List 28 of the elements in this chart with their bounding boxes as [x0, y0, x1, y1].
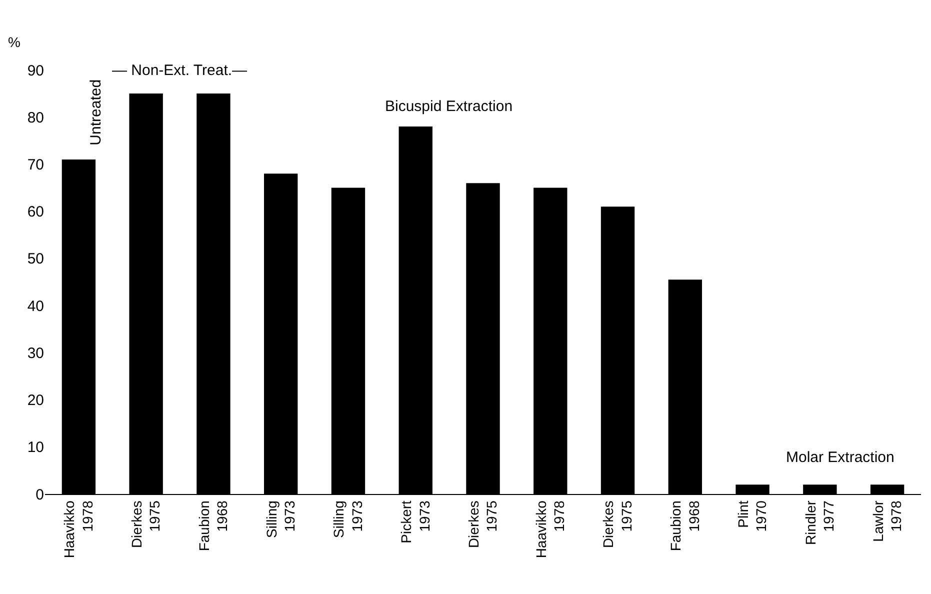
x-tick-label: Dierkes 1975	[128, 500, 163, 548]
x-tick-label: Dierkes 1975	[600, 500, 634, 548]
y-tick-label: 60	[27, 204, 44, 221]
y-tick-label: 70	[27, 156, 44, 174]
y-tick-label: 40	[27, 298, 44, 315]
x-tick-label: Faubion 1968	[668, 500, 702, 552]
x-tick-label: Silling 1973	[263, 500, 298, 538]
y-tick-label: 80	[27, 109, 44, 126]
y-tick-label: 90	[27, 62, 44, 80]
y-tick-label: 10	[27, 439, 44, 456]
annotation: Untreated	[88, 79, 105, 146]
annotation: — Non-Ext. Treat.—	[112, 62, 248, 79]
x-tick-label: Silling 1973	[330, 500, 365, 538]
x-tick-label: Dierkes 1975	[465, 500, 500, 548]
x-tick-label: Faubion 1968	[196, 500, 230, 552]
y-tick-label: 0	[36, 486, 44, 504]
y-tick-label: 30	[27, 344, 44, 362]
y-tick-label: 20	[27, 392, 44, 410]
y-axis-title: %	[8, 34, 20, 50]
x-tick-label: Haavikko 1978	[532, 500, 568, 558]
y-tick-label: 50	[27, 250, 44, 268]
x-tick-label: Pickert 1973	[398, 500, 432, 544]
x-tick-label: Haavikko 1978	[61, 500, 96, 558]
x-tick-label: Rindler 1977	[802, 500, 837, 545]
annotation: Bicuspid Extraction	[385, 98, 513, 115]
x-tick-label: Plint 1970	[734, 500, 770, 532]
annotation: Molar Extraction	[786, 449, 894, 466]
x-tick-label: Lawlor 1978	[870, 500, 904, 542]
